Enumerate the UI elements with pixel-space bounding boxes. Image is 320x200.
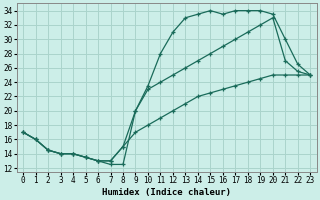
X-axis label: Humidex (Indice chaleur): Humidex (Indice chaleur): [102, 188, 231, 197]
